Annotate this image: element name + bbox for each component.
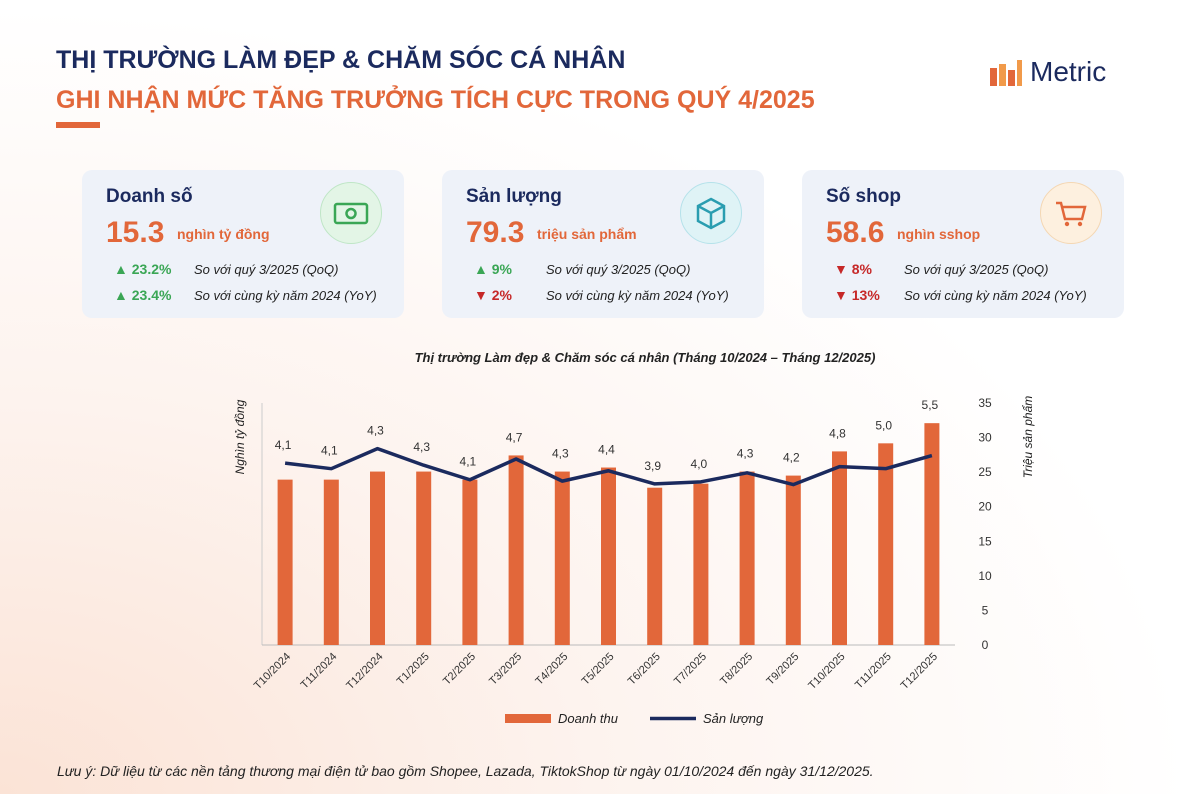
- bar: [647, 487, 663, 645]
- card-value: 79.3: [466, 216, 525, 249]
- legend-label: Sản lượng: [703, 711, 764, 726]
- data-label: 5,5: [922, 398, 939, 412]
- footnote: Lưu ý: Dữ liệu từ các nền tảng thương mạ…: [57, 763, 874, 779]
- logo-icon: [990, 60, 1022, 86]
- card-label: So với quý 3/2025 (QoQ): [194, 262, 339, 277]
- card-change: ▼ 2%: [474, 287, 512, 303]
- bar: [554, 471, 570, 645]
- x-tick-label: T7/2025: [672, 651, 709, 688]
- x-tick-label: T8/2025: [718, 651, 755, 688]
- logo-text: Metric: [1030, 56, 1107, 87]
- card-change: ▲ 23.4%: [114, 287, 172, 303]
- data-label: 4,3: [367, 424, 384, 438]
- data-label: 4,1: [321, 444, 338, 458]
- x-tick-label: T11/2024: [299, 651, 340, 692]
- x-tick-label: T4/2025: [533, 651, 570, 688]
- title-line2: GHI NHẬN MỨC TĂNG TRƯỞNG TÍCH CỰC TRONG …: [56, 86, 815, 114]
- money-icon: [320, 182, 382, 244]
- data-label: 3,9: [644, 459, 661, 473]
- chart-title: Thị trường Làm đẹp & Chăm sóc cá nhân (T…: [415, 350, 876, 365]
- x-tick-label: T3/2025: [487, 651, 524, 688]
- data-label: 4,0: [691, 457, 708, 471]
- box-icon: [680, 182, 742, 244]
- legend-label: Doanh thu: [558, 711, 618, 726]
- x-tick-label: T1/2025: [395, 651, 432, 688]
- legend-swatch: [505, 714, 551, 723]
- y2-tick-label: 30: [978, 431, 992, 445]
- bar: [785, 475, 801, 645]
- y2-tick-label: 35: [978, 396, 992, 410]
- x-tick-label: T10/2024: [252, 651, 293, 692]
- bar: [277, 479, 293, 645]
- y2-tick-label: 10: [978, 569, 992, 583]
- data-label: 4,1: [460, 455, 477, 469]
- bar: [693, 483, 709, 645]
- x-tick-label: T10/2025: [806, 651, 847, 692]
- logo: Metric: [990, 56, 1106, 88]
- x-tick-label: T9/2025: [764, 651, 801, 688]
- cart-icon: [1040, 182, 1102, 244]
- card-value: 15.3: [106, 216, 165, 249]
- card-change: ▲ 9%: [474, 261, 512, 277]
- card-title: Sản lượng: [466, 186, 562, 207]
- data-label: 4,2: [783, 451, 800, 465]
- x-tick-label: T2/2025: [441, 651, 478, 688]
- x-tick-label: T12/2025: [899, 651, 940, 692]
- bar: [739, 471, 755, 645]
- y2-tick-label: 0: [982, 638, 989, 652]
- bar: [370, 471, 385, 645]
- y2-tick-label: 5: [982, 603, 989, 617]
- data-label: 4,3: [413, 440, 430, 454]
- card-label: So với quý 3/2025 (QoQ): [546, 262, 691, 277]
- bar: [508, 455, 524, 645]
- card-change: ▲ 23.2%: [114, 261, 172, 277]
- kpi-card: Doanh số 15.3 nghìn tỷ đồng ▲ 23.2% So v…: [82, 170, 404, 318]
- bar: [832, 451, 847, 645]
- y-axis-title: Nghìn tỷ đồng: [233, 399, 247, 474]
- kpi-card: Sản lượng 79.3 triệu sản phẩm ▲ 9% So vớ…: [442, 170, 764, 318]
- card-unit: nghìn sshop: [897, 226, 981, 242]
- bar: [462, 479, 478, 645]
- y2-tick-label: 20: [978, 500, 992, 514]
- x-tick-label: T11/2025: [853, 651, 894, 692]
- kpi-card: Số shop 58.6 nghìn sshop ▼ 8% So với quý…: [802, 170, 1124, 318]
- y2-axis-title: Triệu sản phẩm: [1021, 396, 1035, 478]
- card-unit: nghìn tỷ đồng: [177, 226, 270, 242]
- data-label: 4,7: [506, 430, 523, 444]
- data-label: 4,8: [829, 426, 846, 440]
- bar: [416, 471, 432, 645]
- data-label: 4,4: [598, 443, 615, 457]
- line: [284, 446, 933, 487]
- card-title: Số shop: [826, 186, 901, 207]
- card-value: 58.6: [826, 216, 885, 249]
- data-label: 4,1: [275, 438, 292, 452]
- data-label: 4,3: [737, 447, 754, 461]
- x-tick-label: T6/2025: [626, 651, 663, 688]
- card-unit: triệu sản phẩm: [537, 226, 637, 242]
- y2-tick-label: 25: [978, 465, 992, 479]
- x-tick-label: T5/2025: [580, 651, 617, 688]
- bar: [878, 443, 894, 645]
- bar: [601, 467, 616, 645]
- bar: [323, 479, 339, 645]
- title-underline: [56, 122, 100, 128]
- card-label: So với quý 3/2025 (QoQ): [904, 262, 1049, 277]
- y2-tick-label: 15: [978, 534, 992, 548]
- title-line1: THỊ TRƯỜNG LÀM ĐẸP & CHĂM SÓC CÁ NHÂN: [56, 46, 626, 74]
- card-change: ▼ 8%: [834, 261, 872, 277]
- bar: [924, 423, 940, 645]
- card-label: So với cùng kỳ năm 2024 (YoY): [546, 288, 729, 303]
- card-label: So với cùng kỳ năm 2024 (YoY): [194, 288, 377, 303]
- card-label: So với cùng kỳ năm 2024 (YoY): [904, 288, 1087, 303]
- x-tick-label: T12/2024: [344, 651, 385, 692]
- data-label: 5,0: [875, 418, 892, 432]
- data-label: 4,3: [552, 447, 569, 461]
- card-title: Doanh số: [106, 186, 193, 207]
- card-change: ▼ 13%: [834, 287, 880, 303]
